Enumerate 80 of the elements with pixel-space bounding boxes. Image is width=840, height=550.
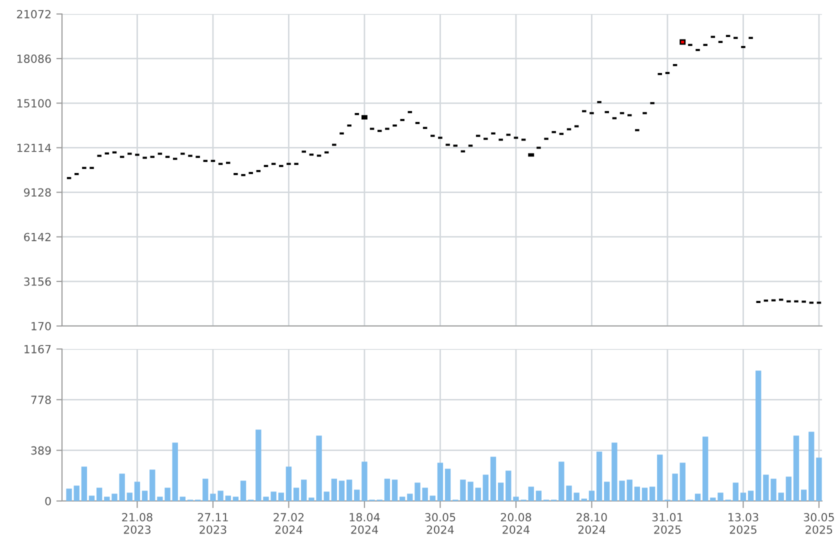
x-tick-label: 30.05 2025 [804,513,834,534]
bar [392,480,398,501]
bar [346,480,352,501]
bar [694,494,701,501]
bar [482,474,489,501]
y-tick-label: 18086 [17,54,51,63]
bar [816,458,822,501]
x-tick-label: 20.08 2024 [500,513,532,534]
x-tick-label: 27.11 2023 [198,513,228,534]
bar [506,470,512,501]
bar [588,490,595,501]
bar [732,482,738,501]
bar [278,492,284,501]
bar [536,490,542,501]
y-tick-label: 1167 [24,344,51,354]
bar [778,492,784,501]
x-tick-label: 30.05 2024 [425,513,456,534]
bar [293,488,300,501]
bar [88,496,95,501]
bar [301,480,307,501]
y-tick-label: 21072 [17,10,50,18]
bar [649,486,656,501]
y-tick-label: 778 [31,396,51,404]
bar [354,490,360,501]
y-tick-label: 9128 [24,188,51,197]
bar [786,476,792,501]
x-tick-label: 13.03 2025 [728,513,758,534]
bar [66,488,72,501]
bar [400,496,406,501]
bar [384,478,390,501]
bar [180,496,186,501]
bar [338,480,345,501]
x-tick-label: 21.08 2023 [122,513,152,534]
y-tick-label: 389 [31,446,51,455]
bar [437,462,444,501]
bar [444,468,451,501]
bar [793,436,800,501]
y-tick-label: 12114 [17,144,51,152]
bar [202,478,208,501]
bar [490,456,496,501]
bar [150,470,156,501]
bar [240,480,246,501]
bar [96,488,102,501]
bar [702,436,708,501]
bar [142,490,148,501]
bar [331,478,338,501]
bar [740,492,746,501]
bar [232,496,239,501]
y-tick-label: 0 [45,496,51,506]
bar [286,466,292,501]
bar [808,432,814,501]
bar [430,496,436,501]
bar [748,490,754,501]
bar [642,488,648,501]
bar [657,454,663,501]
bar [680,462,686,501]
bar [172,442,178,501]
bar [324,492,330,501]
bar [134,482,140,501]
bar [81,466,88,501]
bar [126,492,132,501]
bar [756,370,762,501]
bar [626,480,632,501]
x-tick-label: 27.02 2024 [274,513,304,534]
x-tick-label: 28.10 2024 [576,513,607,534]
x-tick-label: 31.01 2025 [652,513,682,534]
bar [528,486,534,501]
bar [498,482,504,501]
bar [225,496,231,501]
y-tick-label: 15100 [17,99,51,108]
bar [74,486,80,501]
bar [596,452,602,501]
bar [634,486,640,501]
bar [800,490,807,501]
y-tick-label: 3156 [24,277,51,286]
x-tick-label: 18.04 2024 [350,513,380,534]
bar [604,482,610,501]
y-tick-label: 170 [32,322,51,330]
bar [475,488,481,501]
y-tick-label: 6142 [24,232,50,242]
